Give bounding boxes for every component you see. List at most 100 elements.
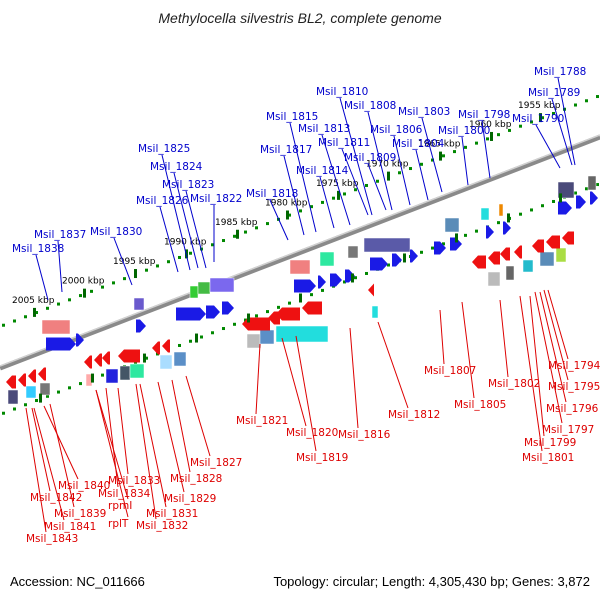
gene-label-top: Msil_1800 (438, 125, 490, 137)
gene-arrow-forward (206, 305, 220, 319)
gene-label-top: Msil_1814 (296, 165, 349, 177)
feature-box (7, 389, 19, 405)
leader-line-bottom (539, 291, 567, 403)
gene-arrow-forward (590, 191, 598, 205)
gene-arrows-top (46, 191, 598, 351)
scale-top-dot (585, 99, 588, 103)
major-tick (134, 269, 137, 279)
major-tick-bottom (351, 273, 354, 283)
backbone-line (0, 134, 600, 371)
leader-line-bottom (377, 321, 409, 409)
backbone-group (0, 134, 600, 371)
leader-line-top (481, 120, 491, 179)
gene-arrow-reverse (94, 353, 102, 367)
feature-box (246, 333, 262, 349)
major-tick (439, 151, 442, 161)
leader-line-bottom (25, 407, 47, 533)
scale-bottom-dot (24, 403, 27, 407)
gene-arrow-reverse (162, 339, 170, 353)
feature-box (587, 175, 597, 191)
gene-label-bottom: Msil_1802 (488, 378, 540, 390)
major-tick-bottom (299, 293, 302, 303)
gene-label-bottom: Msil_1795 (548, 381, 600, 393)
gene-arrow-reverse (18, 373, 26, 387)
gene-arrow-forward (318, 275, 326, 289)
scale-tick-label: 2000 kbp (62, 277, 105, 287)
gene-arrow-reverse (302, 301, 322, 315)
feature-box (173, 351, 187, 367)
gene-label-top: Msil_1817 (260, 144, 312, 156)
scale-bottom-dot (200, 335, 203, 339)
scale-top-dot (497, 133, 500, 137)
feature-box (505, 265, 515, 281)
scale-top-dot (332, 196, 335, 200)
summary-text: Topology: circular; Length: 4,305,430 bp… (273, 574, 590, 589)
gene-arrow-reverse (28, 369, 36, 383)
scale-bottom-dot (354, 276, 357, 280)
gene-label-bottom: Msil_1820 (286, 427, 338, 439)
gene-arrow-reverse (6, 375, 16, 389)
major-tick-bottom (143, 353, 146, 363)
scale-top-dot (376, 179, 379, 183)
leader-line-bottom (171, 379, 191, 473)
scale-top-dot (574, 103, 577, 107)
scale-top-dot (475, 141, 478, 145)
scale-top-dot (288, 213, 291, 217)
genome-title: Methylocella silvestris BL2, complete ge… (158, 10, 442, 26)
gene-label-top: Msil_1830 (90, 226, 142, 238)
feature-box (319, 251, 335, 267)
scale-top-dot (145, 268, 148, 272)
scale-bottom-dot (233, 322, 236, 326)
scale-top-dot (46, 306, 49, 310)
gene-arrow-forward (76, 333, 84, 347)
gene-arrow-reverse (500, 247, 510, 261)
major-tick (387, 171, 390, 181)
feature-box (41, 319, 71, 335)
gene-arrow-forward (345, 269, 355, 283)
scale-top-dot (123, 277, 126, 281)
feature-box (197, 281, 211, 295)
gene-label-bottom: Msil_1807 (424, 365, 476, 377)
scale-bottom-dot (541, 204, 544, 208)
scale-bottom-dot (387, 263, 390, 267)
scale-bottom-dot (596, 183, 599, 187)
scale-bottom-dot (211, 331, 214, 335)
gene-label-bottom: Msil_1833 (108, 475, 160, 487)
leader-line-bottom (95, 389, 129, 518)
leader-line-top (283, 155, 305, 236)
leader-line-bottom (157, 381, 185, 493)
scale-bottom-dot (35, 399, 38, 403)
gene-label-bottom: rpmI (108, 500, 132, 512)
gene-label-bottom: Msil_1812 (388, 409, 440, 421)
leader-line-bottom (543, 289, 569, 381)
scale-bottom-dot (244, 318, 247, 322)
gene-label-top: Msil_1804 (392, 138, 445, 150)
gene-arrow-reverse (276, 307, 300, 321)
scale-top-dot (442, 154, 445, 158)
scale-bottom-dot (46, 394, 49, 398)
scale-top-dot (101, 285, 104, 289)
leader-line-top (415, 149, 429, 201)
leader-line-top (269, 199, 289, 241)
leader-line-top (173, 172, 199, 269)
gene-arrow-reverse (546, 235, 560, 249)
scale-tick-label: 1990 kbp (164, 237, 207, 247)
scale-top-dot (365, 183, 368, 187)
scale-top-dot (519, 124, 522, 128)
major-tick-bottom (91, 373, 94, 383)
leader-line-top (421, 117, 443, 193)
scale-top-dot (167, 260, 170, 264)
major-tick-bottom (507, 213, 510, 223)
scale-top-dot (420, 162, 423, 166)
leader-line-bottom (534, 291, 563, 424)
scale-top-dot (453, 150, 456, 154)
gene-arrow-forward (176, 307, 206, 321)
scale-bottom-dot (321, 288, 324, 292)
leader-line-top (551, 98, 573, 166)
feature-box (371, 305, 379, 319)
leader-line-top (35, 254, 49, 301)
gene-arrow-reverse (152, 341, 160, 355)
gene-label-top: Msil_1809 (344, 152, 396, 164)
scale-top-dot (530, 120, 533, 124)
leader-line-bottom (295, 335, 317, 452)
